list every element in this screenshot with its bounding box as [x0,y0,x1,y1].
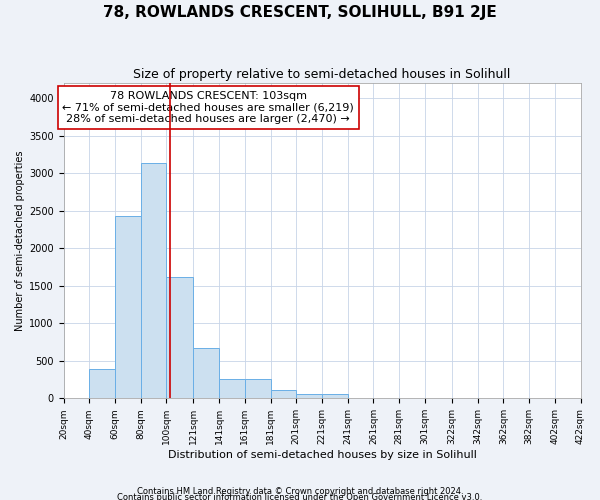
Bar [245,379,271,398]
Text: Contains HM Land Registry data © Crown copyright and database right 2024.: Contains HM Land Registry data © Crown c… [137,487,463,496]
Bar [296,394,322,398]
Bar [166,276,193,398]
Y-axis label: Number of semi-detached properties: Number of semi-detached properties [15,150,25,331]
Text: 78 ROWLANDS CRESCENT: 103sqm
← 71% of semi-detached houses are smaller (6,219)
2: 78 ROWLANDS CRESCENT: 103sqm ← 71% of se… [62,91,354,124]
Bar [115,216,141,398]
Text: 78, ROWLANDS CRESCENT, SOLIHULL, B91 2JE: 78, ROWLANDS CRESCENT, SOLIHULL, B91 2JE [103,5,497,20]
Text: Contains public sector information licensed under the Open Government Licence v3: Contains public sector information licen… [118,492,482,500]
Bar [219,379,245,398]
Title: Size of property relative to semi-detached houses in Solihull: Size of property relative to semi-detach… [133,68,511,80]
Bar [271,390,296,398]
Bar [141,164,166,398]
X-axis label: Distribution of semi-detached houses by size in Solihull: Distribution of semi-detached houses by … [167,450,476,460]
Bar [89,369,115,398]
Bar [193,348,219,399]
Bar [322,394,348,398]
